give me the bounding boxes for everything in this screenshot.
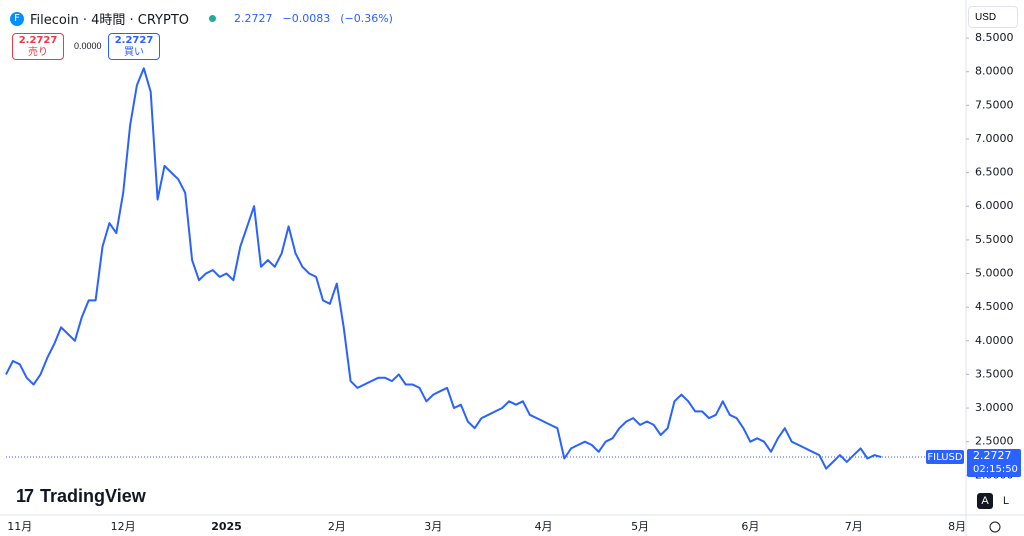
y-tick-label: 2.5000 [975,435,1014,448]
symbol-tag-label: FILUSD [927,452,962,463]
y-tick-label: 3.5000 [975,367,1014,380]
sell-button[interactable]: 2.2727 売り [12,33,64,60]
y-tick-label: 4.0000 [975,334,1014,347]
y-tick-label: 8.5000 [975,31,1014,44]
y-tick-label: 8.0000 [975,65,1014,78]
x-tick-label: 2025 [211,520,242,533]
last-price: 2.2727 [234,12,273,25]
y-tick-label: 6.5000 [975,166,1014,179]
spread: 0.0000 [74,41,102,51]
x-tick-label: 8月 [948,520,966,533]
sell-label: 売り [28,47,48,58]
x-tick-label: 11月 [7,520,32,533]
price-tag-value: 2.2727 [973,449,1012,462]
logo-mark: 17 [16,486,34,506]
price-line [5,67,882,470]
y-tick-label: 7.5000 [975,98,1014,111]
y-tick-label: 3.0000 [975,401,1014,414]
x-tick-label: 5月 [631,520,649,533]
price-tag [967,448,1021,477]
y-tick-label: 7.0000 [975,132,1014,145]
symbol-icon: F [10,11,24,26]
buy-price: 2.2727 [114,35,154,46]
x-tick-label: 7月 [845,520,863,533]
y-tick-label: 5.5000 [975,233,1014,246]
symbol-tag [926,449,964,464]
symbol[interactable]: Filecoin · 4時間 · CRYPTO [30,13,190,28]
x-tick-label: 2月 [328,520,346,533]
x-tick-label: 4月 [535,520,553,533]
x-tick-label: 3月 [424,520,442,533]
sell-price: 2.2727 [18,35,58,46]
buy-label: 買い [124,47,144,58]
x-tick-label: 12月 [111,520,136,533]
buy-button[interactable]: 2.2727 買い [108,33,160,60]
y-tick-label: 4.5000 [975,300,1014,313]
auto-scale[interactable]: A [977,493,993,509]
x-tick-label: 6月 [741,520,759,533]
log-scale[interactable]: L [1002,495,1010,507]
y-tick-label: 6.0000 [975,199,1014,212]
header: F Filecoin · 4時間 · CRYPTO 2.2727 −0.0083… [10,9,397,28]
y-tick-label: 5.0000 [975,267,1014,280]
settings-icon [989,521,1001,533]
brand: TradingView [40,486,146,506]
market-status [209,15,217,22]
price-tag-countdown: 02:15:50 [973,464,1018,475]
brand-logo[interactable]: 17 TradingView [16,486,146,507]
currency-select[interactable]: USD [968,6,1018,28]
change: −0.0083 [282,12,331,25]
change-pct: (−0.36%) [340,12,393,25]
